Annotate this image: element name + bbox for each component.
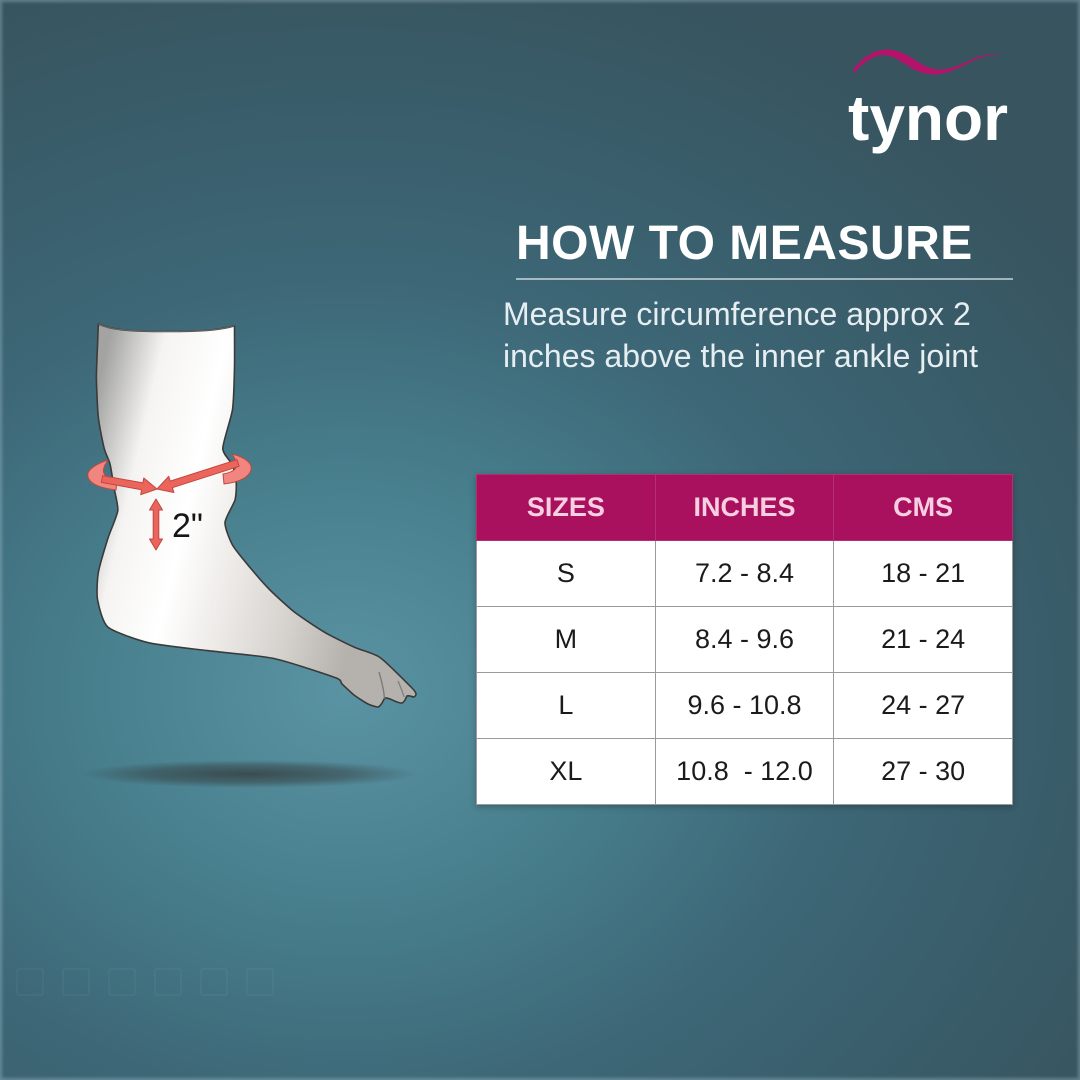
svg-text:2": 2" bbox=[172, 507, 203, 545]
